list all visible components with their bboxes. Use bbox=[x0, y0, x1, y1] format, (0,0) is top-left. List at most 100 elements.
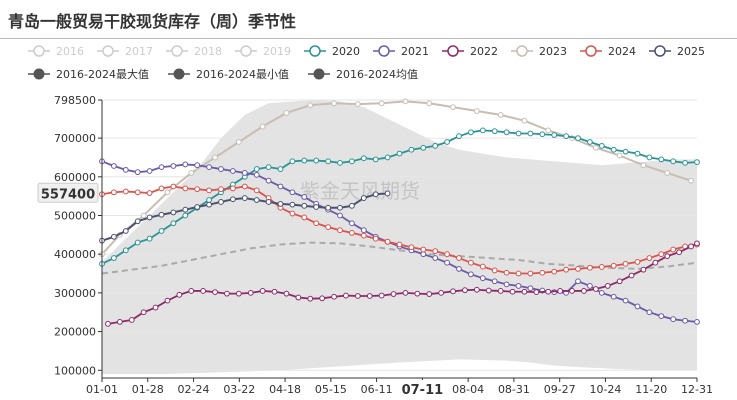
legend-label: 2017 bbox=[125, 45, 153, 58]
data-point bbox=[670, 158, 677, 165]
data-point bbox=[247, 289, 254, 296]
y-tick-label: 100000 bbox=[54, 364, 96, 377]
data-point bbox=[676, 249, 683, 256]
data-point bbox=[116, 318, 123, 325]
legend-label: 2019 bbox=[263, 45, 291, 58]
x-tick-label: 12-31 bbox=[681, 383, 713, 396]
x-pointer-label: 07-11 bbox=[402, 383, 444, 398]
data-point bbox=[111, 233, 117, 240]
data-point bbox=[646, 309, 653, 316]
y-tick-label: 700000 bbox=[54, 132, 96, 145]
legend-item-2016-2024最小值[interactable]: 2016-2024最小值 bbox=[168, 68, 289, 81]
data-point bbox=[575, 278, 581, 285]
data-point bbox=[146, 214, 153, 221]
legend-marker-icon bbox=[309, 45, 321, 57]
data-point bbox=[688, 243, 694, 250]
data-point bbox=[575, 265, 581, 272]
legend-item-2025[interactable]: 2025 bbox=[649, 45, 705, 58]
data-point bbox=[122, 166, 129, 173]
data-point bbox=[111, 189, 117, 196]
y-pointer-label: 557400 bbox=[41, 187, 95, 202]
data-point bbox=[587, 264, 593, 271]
y-tick-label: 500000 bbox=[54, 209, 96, 222]
data-point bbox=[604, 283, 611, 289]
data-point bbox=[438, 289, 445, 296]
data-point bbox=[670, 316, 677, 323]
legend-item-2018[interactable]: 2018 bbox=[166, 45, 222, 58]
data-point bbox=[444, 259, 451, 266]
data-point bbox=[515, 283, 522, 289]
legend-item-2019[interactable]: 2019 bbox=[235, 45, 291, 58]
data-point bbox=[343, 292, 349, 299]
watermark: 紫金天风期货 bbox=[300, 179, 420, 203]
data-point bbox=[557, 288, 564, 294]
data-point bbox=[521, 117, 528, 124]
data-point bbox=[265, 164, 272, 171]
data-point bbox=[277, 166, 284, 172]
data-point bbox=[158, 185, 165, 192]
x-tick-label: 08-04 bbox=[452, 383, 484, 396]
legend-item-2021[interactable]: 2021 bbox=[373, 45, 429, 58]
data-point bbox=[408, 146, 415, 153]
data-point bbox=[140, 212, 147, 219]
data-point bbox=[307, 295, 314, 302]
data-point bbox=[658, 251, 665, 258]
legend-item-2022[interactable]: 2022 bbox=[442, 45, 498, 58]
data-point bbox=[134, 189, 141, 196]
legend-item-2016-2024最大值[interactable]: 2016-2024最大值 bbox=[28, 67, 149, 81]
data-point bbox=[259, 288, 266, 294]
data-point bbox=[384, 238, 391, 245]
data-point bbox=[206, 164, 213, 171]
data-point bbox=[468, 271, 474, 278]
data-point bbox=[349, 230, 355, 236]
legend-item-2016-2024均值[interactable]: 2016-2024均值 bbox=[308, 68, 418, 81]
data-point bbox=[122, 188, 129, 195]
data-point bbox=[432, 248, 439, 254]
data-point bbox=[479, 263, 486, 270]
legend-item-2024[interactable]: 2024 bbox=[580, 45, 636, 58]
legend-marker-icon bbox=[33, 68, 45, 80]
data-point bbox=[384, 154, 391, 161]
data-point bbox=[527, 130, 534, 137]
data-point bbox=[527, 270, 534, 277]
legend-item-2016[interactable]: 2016 bbox=[28, 45, 84, 58]
data-point bbox=[462, 287, 468, 294]
data-point bbox=[194, 204, 201, 210]
x-tick-label: 01-28 bbox=[132, 383, 164, 396]
y-tick-label: 400000 bbox=[54, 248, 96, 261]
data-point bbox=[253, 171, 260, 178]
legend-label: 2016-2024最小值 bbox=[196, 68, 289, 81]
y-tick-label: 798500 bbox=[54, 94, 96, 107]
legend-marker-icon bbox=[240, 45, 252, 57]
legend-item-2017[interactable]: 2017 bbox=[97, 45, 153, 58]
data-point bbox=[277, 200, 284, 207]
data-point bbox=[533, 289, 540, 296]
legend-marker-icon bbox=[313, 68, 325, 80]
x-tick-label: 03-22 bbox=[223, 383, 255, 396]
data-point bbox=[640, 266, 647, 273]
data-point bbox=[664, 253, 671, 260]
data-point bbox=[575, 135, 581, 142]
data-point bbox=[337, 212, 343, 219]
data-point bbox=[473, 286, 480, 293]
data-point bbox=[360, 195, 367, 201]
data-point bbox=[230, 196, 236, 203]
legend-item-2020[interactable]: 2020 bbox=[304, 45, 360, 58]
title-divider bbox=[0, 38, 737, 39]
data-point bbox=[224, 290, 230, 297]
range-band-area bbox=[102, 100, 697, 375]
legend-item-2023[interactable]: 2023 bbox=[511, 45, 567, 58]
data-point bbox=[241, 170, 248, 176]
y-tick-label: 300000 bbox=[54, 287, 96, 300]
data-point bbox=[551, 132, 558, 138]
data-point bbox=[658, 156, 665, 163]
data-point bbox=[390, 291, 397, 297]
series-line-2023 bbox=[101, 100, 692, 255]
data-point bbox=[331, 100, 337, 107]
data-point bbox=[128, 317, 135, 323]
data-point bbox=[682, 317, 688, 324]
data-point bbox=[337, 159, 343, 166]
data-point bbox=[468, 129, 474, 136]
x-tick-label: 01-01 bbox=[86, 383, 118, 396]
data-point bbox=[515, 130, 522, 137]
